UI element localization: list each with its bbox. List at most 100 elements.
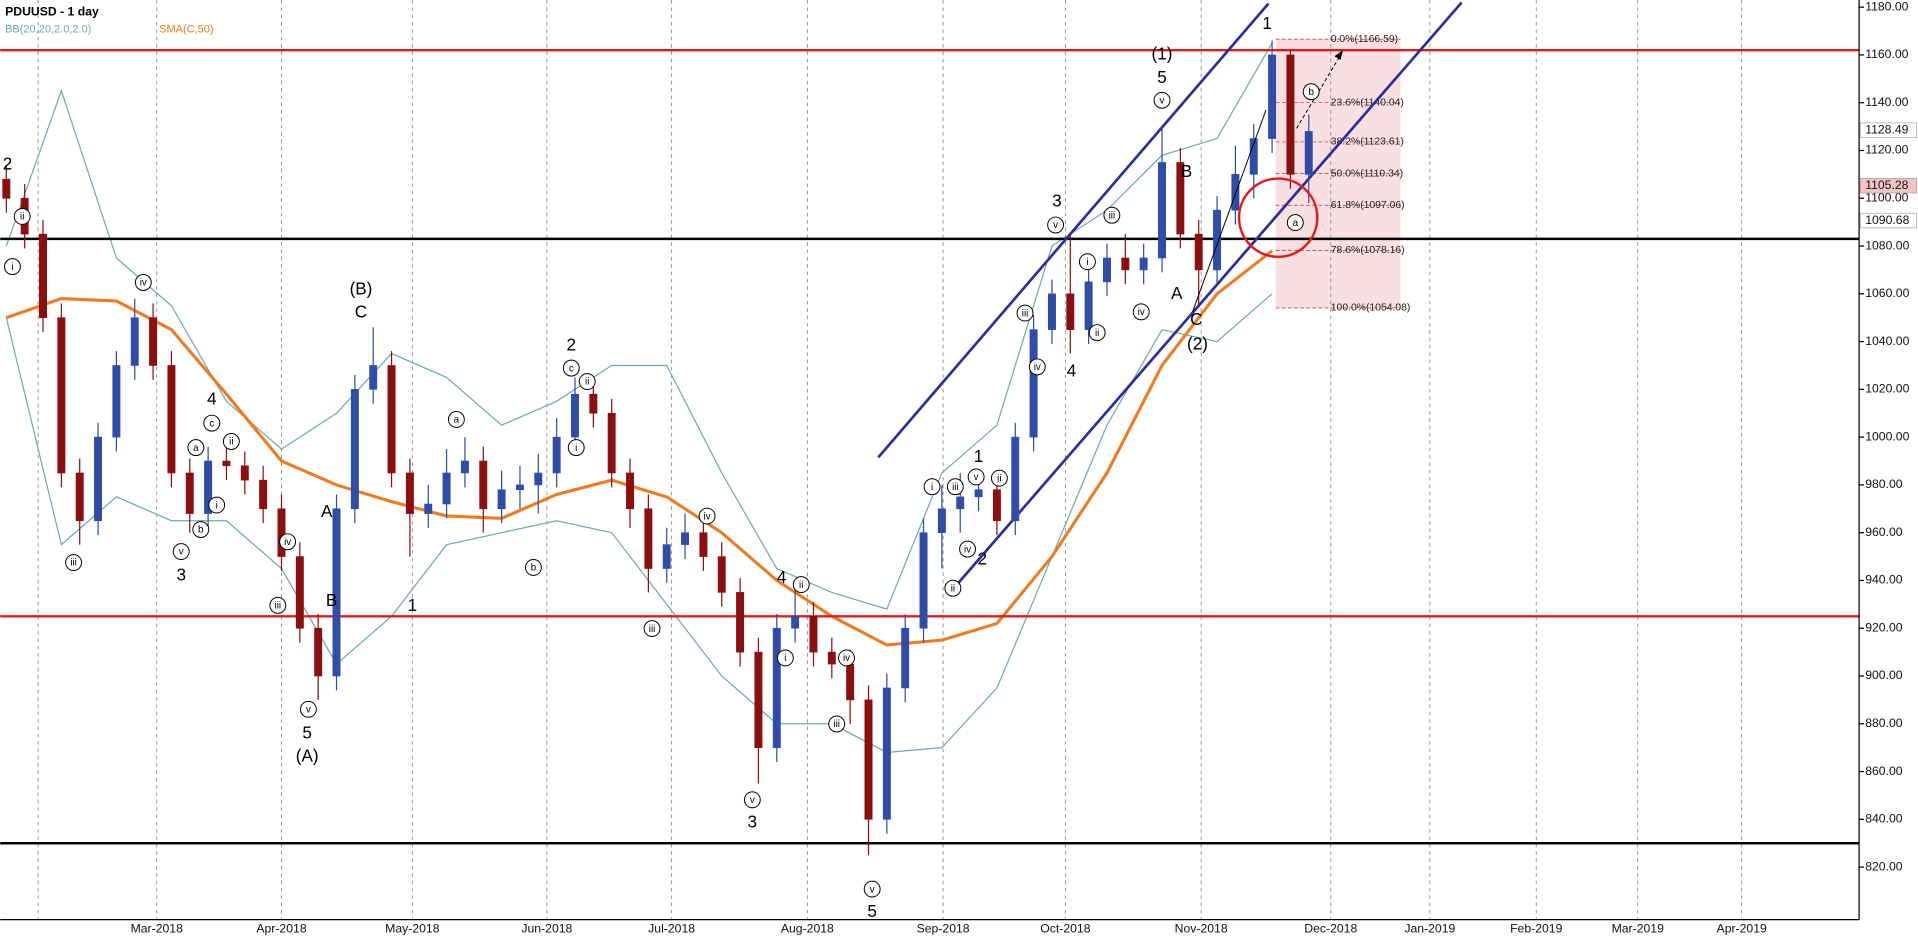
x-tick-label: Apr-2018: [256, 922, 306, 936]
wave-label: v: [750, 795, 755, 806]
wave-label: 2: [567, 336, 577, 355]
y-tick-label: 1000.00: [1865, 429, 1909, 443]
legend-entry: BB(20,20,2.0,2.0): [5, 23, 91, 35]
y-tick-label: 1140.00: [1865, 95, 1908, 109]
candle-body: [39, 233, 47, 319]
grid: [37, 0, 1743, 920]
candle-body: [534, 472, 543, 486]
candle-body: [1268, 54, 1277, 139]
wave-circle: [1016, 304, 1034, 322]
wave-label: i: [931, 482, 933, 493]
fib-label: 100.0%(1054.08): [1331, 303, 1411, 314]
candle-body: [1286, 54, 1295, 175]
wave-label: v: [306, 704, 311, 715]
candle-body: [1084, 281, 1093, 330]
wave-circle: [944, 579, 962, 597]
wave-label: iv: [843, 653, 850, 664]
channel-lower: [950, 1, 1463, 592]
wave-label: 3: [1052, 191, 1062, 210]
y-tick-label: 980.00: [1865, 477, 1903, 491]
candle-body: [277, 508, 286, 557]
wave-label: iv: [140, 278, 147, 289]
wave-label: c: [569, 363, 574, 374]
candle-body: [644, 508, 653, 569]
x-tick-label: Aug-2018: [781, 922, 834, 936]
levels: 0.0%(1166.59) 23.6%(1140.04) 38.2%(1123.61…: [0, 34, 1860, 845]
wave-circle: [776, 649, 794, 667]
y-tick-label: 1120.00: [1865, 143, 1908, 157]
candle-body: [295, 556, 304, 629]
y-tick-label: 820.00: [1865, 859, 1903, 873]
candle-body: [405, 472, 414, 514]
candle-body: [1121, 257, 1130, 271]
wave-circle: [134, 274, 152, 291]
wave-circle: [269, 596, 287, 614]
wave-label: v: [1160, 95, 1165, 106]
wave-label: B: [326, 591, 337, 610]
wave-circle: [923, 478, 941, 496]
wave-label: iv: [1138, 307, 1145, 318]
candle-body: [809, 615, 818, 653]
candle-body: [1231, 174, 1240, 211]
wave-label: b: [1308, 87, 1314, 98]
candle-body: [479, 460, 488, 510]
wave-circle: [279, 533, 297, 551]
wave-label: v: [179, 547, 184, 558]
wave-circle: [172, 543, 190, 560]
wave-circle: [524, 559, 542, 576]
wave-circle: [1103, 206, 1121, 224]
candle-body: [442, 472, 451, 505]
candles: [2, 40, 1313, 856]
wave-label: ii: [20, 212, 24, 223]
y-tick-label: 900.00: [1865, 668, 1903, 682]
y-tick-label: 860.00: [1865, 764, 1903, 778]
y-tick-label: 920.00: [1865, 620, 1903, 634]
chart-title: PDUUSD - 1 day: [5, 4, 99, 18]
candle-body: [259, 479, 268, 510]
wave-label: i: [216, 500, 218, 511]
fib-label: 78.6%(1078.16): [1331, 245, 1405, 256]
wave-label: (2): [1187, 334, 1208, 353]
wave-label: v: [870, 884, 875, 895]
candle-body: [222, 460, 231, 467]
candle-body: [956, 496, 965, 510]
candle-body: [974, 489, 983, 498]
wave-circle: [1153, 91, 1171, 109]
wave-circle: [698, 507, 716, 525]
wave-label: A: [1171, 284, 1183, 303]
wave-circle: [203, 414, 221, 432]
wave-label: b: [531, 563, 537, 574]
candle-body: [350, 389, 359, 510]
wave-label: iii: [70, 558, 77, 569]
wave-label: 1: [1262, 14, 1272, 33]
wave-circle: [838, 649, 855, 667]
candle-body: [75, 472, 84, 522]
wave-circle: [1286, 214, 1304, 232]
wave-circle: [1302, 83, 1320, 101]
candle-body: [552, 436, 561, 474]
wave-circle: [562, 359, 580, 377]
candle-body: [1194, 233, 1203, 271]
candle-body: [167, 365, 176, 474]
wave-label: 5: [1157, 68, 1167, 87]
candle-body: [736, 592, 745, 653]
wave-label: ii: [585, 377, 589, 388]
candle-body: [1066, 293, 1075, 330]
price-tag-label: 1128.49: [1865, 122, 1908, 136]
candle-body: [1176, 162, 1185, 235]
candle-body: [2, 178, 11, 199]
wave-label: ii: [997, 473, 1001, 484]
wave-label: a: [193, 443, 199, 454]
wave-label: b: [198, 525, 204, 536]
candle-body: [94, 436, 103, 522]
candle-body: [754, 651, 763, 748]
candle-body: [791, 615, 800, 629]
wave-label: c: [209, 418, 214, 429]
wave-label: 3: [176, 566, 186, 585]
wave-circle: [192, 521, 210, 538]
wave-circle: [967, 468, 985, 486]
wave-circle: [208, 496, 226, 514]
wave-circle: [643, 620, 661, 638]
